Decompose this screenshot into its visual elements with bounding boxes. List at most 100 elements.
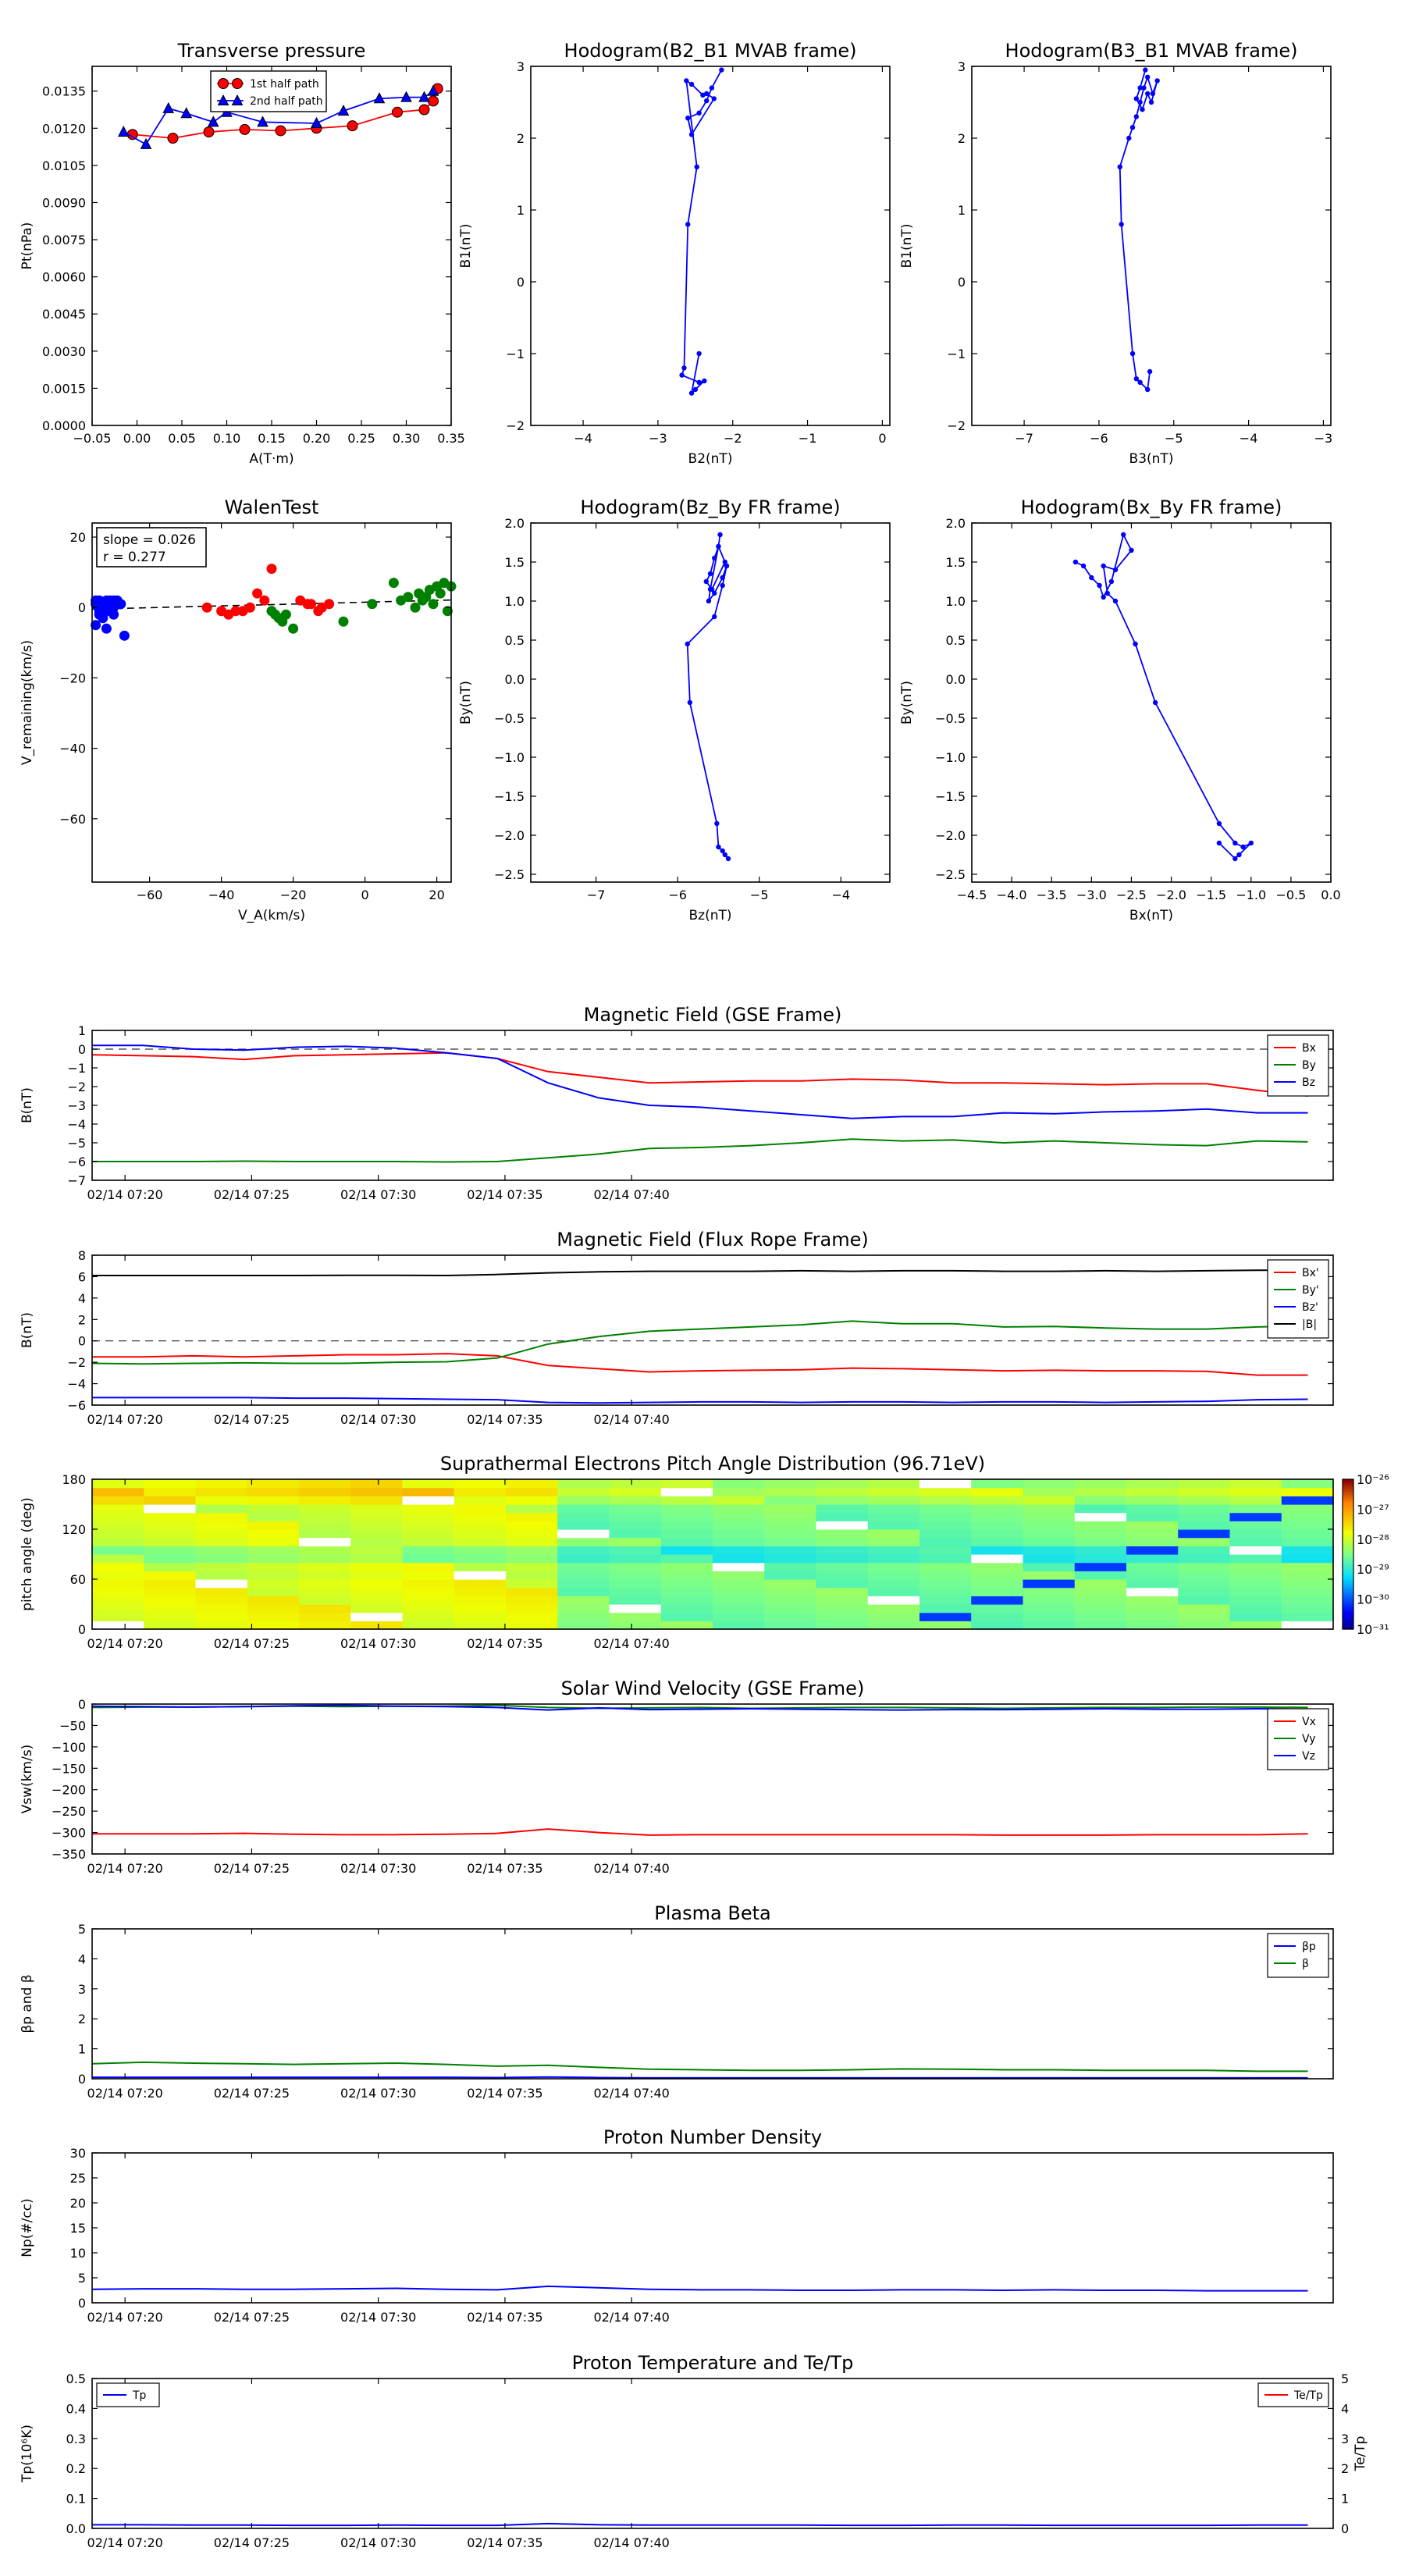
chart-hod4-xtick-label: −1.0 (1236, 888, 1266, 902)
chart-walen-point (244, 602, 255, 613)
pad-cell (195, 1546, 248, 1555)
pad-cell (816, 1512, 869, 1521)
pad-cell (350, 1521, 404, 1530)
pad-cell (1178, 1612, 1231, 1621)
chart-walen-point (442, 606, 453, 617)
chart-pt-ylabel: Pt(nPa) (20, 222, 35, 270)
pad-cell (919, 1571, 972, 1580)
pad-colorbar-step (1343, 1594, 1353, 1597)
pad-cell (557, 1587, 610, 1596)
pt-legend-label: 1st half path (250, 78, 319, 91)
pad-cell (1281, 1521, 1334, 1530)
pad-cell (247, 1504, 300, 1514)
chart-hod4-xtick-label: −3.0 (1076, 888, 1107, 902)
chart-hod3-point (720, 575, 725, 581)
pad-cell (764, 1621, 817, 1630)
chart-hod1-point (696, 350, 702, 357)
chart-hod4-point (1216, 820, 1222, 827)
chart-hod3-point (725, 856, 731, 862)
chart-bgse: Magnetic Field (GSE Frame) −7 −6 −5 −4 −3 −2 −1… (20, 1004, 1334, 1202)
pad-cell (816, 1621, 869, 1630)
pad-cell (1074, 1521, 1127, 1530)
chart-hod2-title: Hodogram(B3_B1 MVAB frame) (1005, 40, 1298, 62)
chart-hod4-point (1072, 559, 1079, 565)
pad-cell (1023, 1604, 1076, 1614)
pad-cell (506, 1621, 558, 1630)
chart-hod2-point (1147, 368, 1153, 375)
pad-cell (919, 1487, 972, 1496)
pad-cell (971, 1521, 1024, 1530)
chart-hod2-point (1117, 164, 1122, 169)
pad-cell (816, 1596, 869, 1605)
chart-vsw-title: Solar Wind Velocity (GSE Frame) (561, 1678, 865, 1699)
chart-hod1-xtick-label: −4 (574, 431, 592, 446)
pad-cell (609, 1587, 662, 1596)
chart-hod4-point (1112, 567, 1119, 573)
chart-bfr-legend-label: By' (1302, 1284, 1319, 1297)
pad-cell (1281, 1579, 1334, 1589)
chart-walen-xlabel: V_A(km/s) (238, 908, 305, 923)
chart-hod4-point (1133, 641, 1138, 647)
pad-cell (1126, 1537, 1179, 1546)
chart-hod2-point (1141, 85, 1147, 91)
chart-hod1-ylabel: B1(nT) (458, 224, 474, 269)
pad-cell (764, 1521, 817, 1530)
pad-cell (1178, 1604, 1231, 1614)
chart-pt-point (167, 133, 179, 144)
chart-pad-frame (91, 1478, 1334, 1630)
chart-bfr-legend-label: Bz' (1302, 1301, 1318, 1314)
pad-cell (1023, 1504, 1076, 1514)
chart-vsw-series-Vx-line (92, 1828, 1308, 1836)
chart-hod4-frame (971, 522, 1332, 883)
pad-cell (1023, 1571, 1076, 1580)
pad-cell (1281, 1612, 1334, 1621)
chart-hod2-xtick-label: −5 (1165, 431, 1183, 446)
pad-cell (506, 1487, 558, 1496)
pad-colorbar-step (1343, 1534, 1353, 1538)
pad-cell (506, 1537, 558, 1546)
chart-hod4-xtick-label: −4.0 (997, 888, 1027, 902)
chart-hod4-point (1121, 532, 1126, 538)
pad-cell (1074, 1621, 1127, 1630)
chart-hod2-point (1137, 85, 1143, 91)
chart-pad-ytick-label: 0 (78, 1622, 86, 1637)
pad-cell (1229, 1621, 1282, 1630)
chart-walen-point (259, 595, 270, 606)
chart-bfr-ylabel: B(nT) (20, 1312, 35, 1348)
pad-colorbar-step (1343, 1526, 1353, 1530)
pad-cell (660, 1596, 713, 1605)
chart-walen-point (119, 630, 130, 641)
pad-cell (247, 1529, 300, 1539)
pad-cell (660, 1612, 713, 1621)
chart-hod4-ytick-label: −2.0 (935, 828, 966, 843)
pad-colorbar-step (1343, 1614, 1353, 1617)
chart-np-ylabel: Np(#/cc) (20, 2198, 35, 2257)
chart-vsw-legend-label: Vx (1302, 1716, 1316, 1728)
pad-cell (1023, 1521, 1076, 1530)
chart-hod3-ytick-label: −1.5 (494, 789, 525, 804)
pad-cell (1023, 1579, 1076, 1589)
pad-cell (1023, 1546, 1076, 1555)
chart-hod4-point (1216, 840, 1222, 846)
pad-cell (92, 1621, 144, 1630)
pad-cell (92, 1579, 144, 1589)
pad-cell (402, 1604, 455, 1614)
pad-cell (1178, 1596, 1231, 1605)
pad-cell (609, 1512, 662, 1521)
pad-cell (144, 1612, 197, 1621)
pad-cell (557, 1512, 610, 1521)
pad-cell (350, 1579, 404, 1589)
chart-hod2-point (1137, 379, 1143, 385)
chart-bgse-ytick-label: −5 (67, 1136, 86, 1151)
chart-hod1-xtick-label: −3 (649, 431, 667, 446)
chart-hod1-xtick-label: 0 (878, 431, 886, 446)
pad-colorbar-step (1343, 1499, 1353, 1503)
chart-walen-point (101, 602, 112, 613)
pad-cell (350, 1554, 404, 1564)
chart-np-time-tick-label: 02/14 07:40 (594, 2310, 670, 2325)
pad-cell (92, 1512, 144, 1521)
pad-cell (867, 1521, 920, 1530)
pad-cell (402, 1529, 455, 1539)
pad-colorbar-step (1343, 1519, 1353, 1522)
chart-hod1-point (688, 390, 695, 396)
